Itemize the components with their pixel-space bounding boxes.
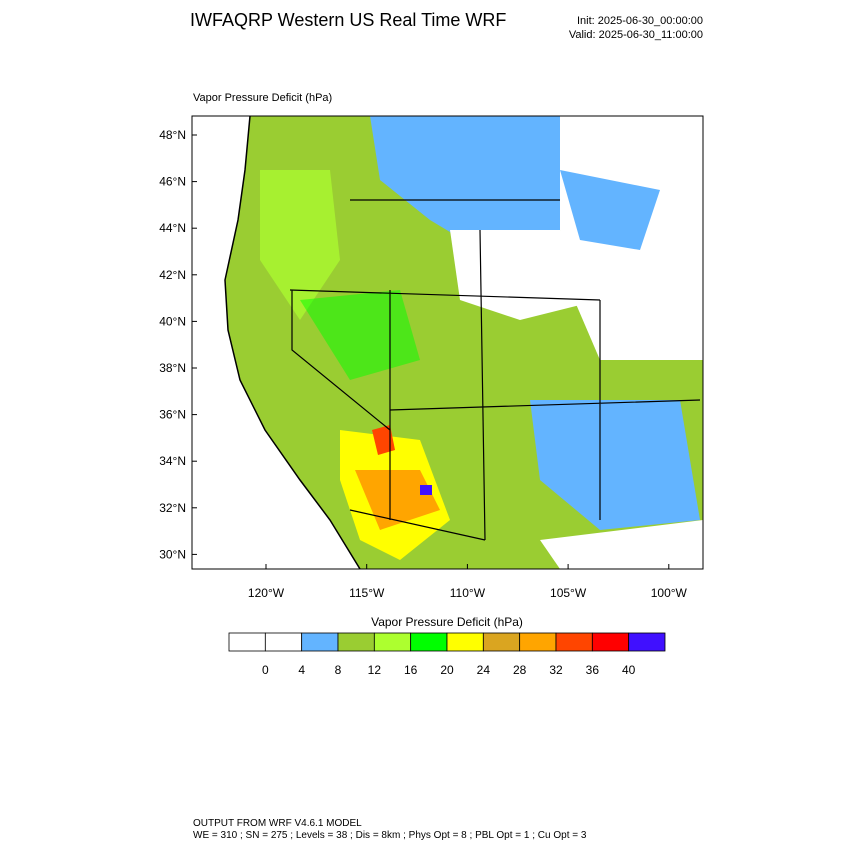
colorbar-box	[628, 632, 666, 652]
colorbar-box	[410, 632, 448, 652]
colorbar-label: 40	[622, 663, 636, 677]
colorbar-label: 4	[298, 663, 305, 677]
lat-label: 32°N	[159, 501, 186, 515]
lon-label: 115°W	[349, 586, 385, 600]
footer-line: WE = 310 ; SN = 275 ; Levels = 38 ; Dis …	[193, 830, 587, 841]
lat-label: 44°N	[159, 221, 186, 235]
colorbar-label: 12	[368, 663, 382, 677]
colorbar-box	[591, 632, 630, 652]
lon-label: 105°W	[550, 586, 587, 600]
colorbar-box	[373, 632, 412, 652]
map	[191, 115, 704, 570]
axis-labels: 48°N 46°N 44°N 42°N 40°N 38°N 36°N 34°N 32°N 30°N…	[159, 128, 687, 600]
title: IWFAQRP Western US Real Time WRF	[190, 10, 506, 30]
lat-label: 30°N	[159, 547, 186, 561]
colorbar: 0 4 8 12 16 20 24 28 32 36 40	[228, 632, 666, 677]
valid-time: Valid: 2025-06-30_11:00:00	[569, 29, 703, 41]
colorbar-title: Vapor Pressure Deficit (hPa)	[371, 615, 523, 629]
colorbar-box	[228, 632, 266, 652]
colorbar-label: 36	[586, 663, 600, 677]
lat-label: 40°N	[159, 314, 186, 328]
colorbar-label: 32	[549, 663, 563, 677]
colorbar-label: 0	[262, 663, 269, 677]
colorbar-box	[264, 632, 303, 652]
lat-label: 46°N	[159, 175, 186, 189]
colorbar-label: 8	[335, 663, 342, 677]
lon-label: 100°W	[651, 586, 688, 600]
lon-label: 110°W	[450, 586, 486, 600]
colorbar-label: 20	[440, 663, 454, 677]
colorbar-label: 24	[477, 663, 491, 677]
colorbar-label: 28	[513, 663, 527, 677]
colorbar-box	[519, 632, 557, 652]
lat-label: 42°N	[159, 268, 186, 282]
lon-label: 120°W	[248, 586, 285, 600]
colorbar-box	[337, 632, 375, 652]
lat-label: 48°N	[159, 128, 186, 142]
colorbar-box	[446, 632, 484, 652]
map-label: Vapor Pressure Deficit (hPa)	[193, 92, 332, 104]
colorbar-label: 16	[404, 663, 418, 677]
colorbar-box	[555, 632, 593, 652]
lat-label: 38°N	[159, 361, 186, 375]
colorbar-box	[301, 632, 339, 652]
lat-label: 36°N	[159, 408, 186, 422]
colorbar-box	[482, 632, 521, 652]
footer-line: OUTPUT FROM WRF V4.6.1 MODEL	[193, 818, 362, 829]
lat-label: 34°N	[159, 454, 186, 468]
init-time: Init: 2025-06-30_00:00:00	[577, 15, 703, 27]
